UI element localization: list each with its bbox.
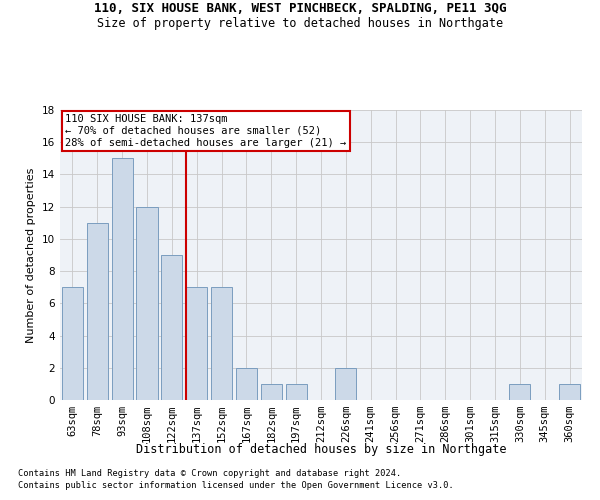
Text: Distribution of detached houses by size in Northgate: Distribution of detached houses by size … xyxy=(136,442,506,456)
Text: Contains HM Land Registry data © Crown copyright and database right 2024.: Contains HM Land Registry data © Crown c… xyxy=(18,468,401,477)
Bar xyxy=(335,368,356,400)
Bar xyxy=(62,287,83,400)
Bar xyxy=(112,158,133,400)
Text: 110 SIX HOUSE BANK: 137sqm
← 70% of detached houses are smaller (52)
28% of semi: 110 SIX HOUSE BANK: 137sqm ← 70% of deta… xyxy=(65,114,346,148)
Bar xyxy=(261,384,282,400)
Bar xyxy=(236,368,257,400)
Bar xyxy=(211,287,232,400)
Text: Size of property relative to detached houses in Northgate: Size of property relative to detached ho… xyxy=(97,18,503,30)
Bar xyxy=(286,384,307,400)
Bar xyxy=(559,384,580,400)
Text: 110, SIX HOUSE BANK, WEST PINCHBECK, SPALDING, PE11 3QG: 110, SIX HOUSE BANK, WEST PINCHBECK, SPA… xyxy=(94,2,506,16)
Y-axis label: Number of detached properties: Number of detached properties xyxy=(26,168,37,342)
Bar xyxy=(87,223,108,400)
Bar xyxy=(186,287,207,400)
Bar xyxy=(509,384,530,400)
Bar xyxy=(161,255,182,400)
Bar xyxy=(136,206,158,400)
Text: Contains public sector information licensed under the Open Government Licence v3: Contains public sector information licen… xyxy=(18,481,454,490)
